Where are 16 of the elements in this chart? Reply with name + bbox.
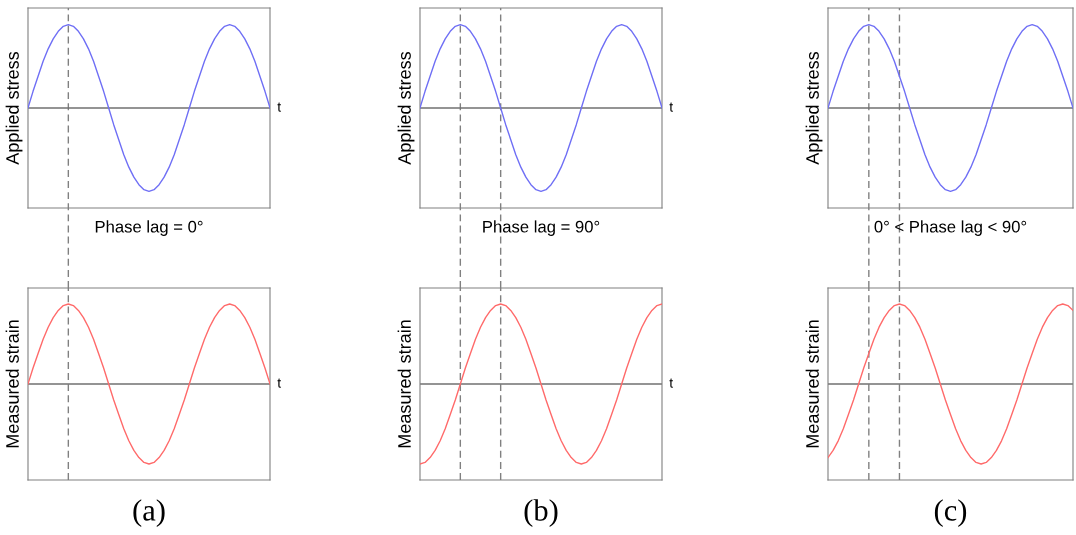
chart-title: 0° < Phase lag < 90° [874,220,1027,236]
x-axis-title: t [669,102,674,112]
text: (a) [133,499,165,527]
y-axis-title: Measured strain [397,320,411,448]
y-axis-title: Measured strain [805,320,819,448]
y-axis-title: Measured strain [5,320,19,448]
x-axis-title: t [669,378,674,388]
text: (b) [524,499,558,527]
y-axis-title: Applied stress [805,51,823,165]
chart-title: Phase lag = 0° [95,220,203,236]
chart-title: Phase lag = 90° [483,220,600,236]
y-axis-title: Applied stress [5,51,23,165]
y-axis-title: Applied stress [397,51,415,165]
text: (c) [934,499,967,527]
x-axis-title: t [277,102,282,112]
x-axis-title: t [277,378,282,388]
